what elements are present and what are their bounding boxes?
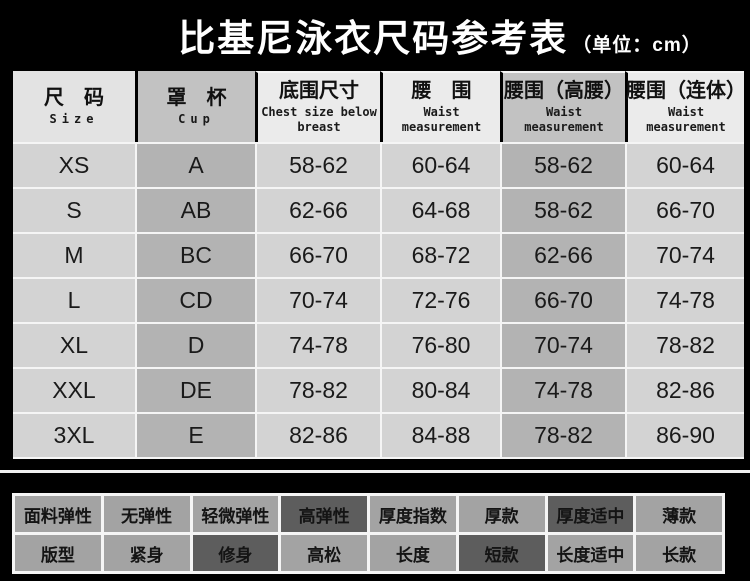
header-cup-zh: 罩 杯 [166,86,227,109]
waist-cell: 76-80 [380,322,500,367]
size-cell: XS [13,142,135,187]
underbust-cell: 70-74 [255,277,380,322]
size-cell: L [13,277,135,322]
waist-onepiece-cell: 86-90 [625,412,744,457]
waist-cell: 60-64 [380,142,500,187]
waist-cell: 68-72 [380,232,500,277]
header-cell-cup: 罩 杯 Cup [135,71,255,142]
header-underbust-en: Chest size below breast [261,105,377,134]
cup-cell: AB [135,187,255,232]
attr-option-tight: 紧身 [103,535,190,571]
waist-highwaist-cell: 58-62 [500,187,625,232]
cup-cell: BC [135,232,255,277]
attr-option-medium-thickness: 厚度适中 [547,496,634,532]
attr-row-label-elasticity: 面料弹性 [15,496,101,532]
attr-option-slight-stretch: 轻微弹性 [192,496,279,532]
size-cell: S [13,187,135,232]
page-title: 比基尼泳衣尺码参考表 [178,18,569,59]
cup-cell: E [135,412,255,457]
attr-option-thin: 薄款 [636,496,722,532]
header-waist-highwaist-en: Waist measurement [524,105,604,134]
attr-option-high-stretch: 高弹性 [281,496,367,532]
cup-cell: D [135,322,255,367]
header-cell-waist-onepiece: 腰围（连体） Waist measurement [625,71,746,142]
title-bar: 比基尼泳衣尺码参考表 （单位：cm） [0,0,750,70]
waist-onepiece-cell: 82-86 [625,367,744,412]
size-cell: XXL [13,367,135,412]
attr-row-label-thickness: 厚度指数 [370,496,456,532]
size-cell: M [13,232,135,277]
waist-highwaist-cell: 78-82 [500,412,625,457]
header-waist-zh: 腰 围 [411,80,472,102]
waist-cell: 64-68 [380,187,500,232]
header-waist-en: Waist measurement [401,105,482,134]
waist-highwaist-cell: 62-66 [500,232,625,277]
header-cell-waist: 腰 围 Waist measurement [380,71,500,142]
size-table: 尺 码 Size 罩 杯 Cup 底围尺寸 Chest size below b… [13,71,746,459]
attr-option-short: 短款 [458,535,545,571]
waist-onepiece-cell: 60-64 [625,142,744,187]
attr-option-slim: 修身 [192,535,279,571]
waist-highwaist-cell: 74-78 [500,367,625,412]
waist-highwaist-cell: 58-62 [500,142,625,187]
underbust-cell: 58-62 [255,142,380,187]
waist-highwaist-cell: 70-74 [500,322,625,367]
unit-label: （单位：cm） [572,35,702,56]
waist-highwaist-cell: 66-70 [500,277,625,322]
header-cell-waist-highwaist: 腰围（高腰） Waist measurement [500,71,625,142]
header-cup-en: Cup [178,111,215,126]
size-cell: 3XL [13,412,135,457]
cup-cell: A [135,142,255,187]
header-size-en: Size [49,111,99,126]
underbust-cell: 66-70 [255,232,380,277]
waist-cell: 72-76 [380,277,500,322]
attributes-table: 面料弹性 无弹性 轻微弹性 高弹性 厚度指数 厚款 厚度适中 薄款 版型 紧身 … [12,493,725,574]
attr-option-no-stretch: 无弹性 [103,496,190,532]
attr-row-label-length: 长度 [370,535,456,571]
cup-cell: DE [135,367,255,412]
underbust-cell: 74-78 [255,322,380,367]
divider-line [0,470,750,473]
attr-option-thick: 厚款 [458,496,545,532]
attr-option-long: 长款 [636,535,722,571]
waist-onepiece-cell: 78-82 [625,322,744,367]
attr-option-medium-length: 长度适中 [547,535,634,571]
attr-option-loose: 高松 [281,535,367,571]
underbust-cell: 78-82 [255,367,380,412]
waist-onepiece-cell: 70-74 [625,232,744,277]
underbust-cell: 62-66 [255,187,380,232]
size-cell: XL [13,322,135,367]
header-cell-underbust: 底围尺寸 Chest size below breast [255,71,380,142]
cup-cell: CD [135,277,255,322]
waist-cell: 84-88 [380,412,500,457]
header-waist-onepiece-zh: 腰围（连体） [626,80,746,102]
waist-onepiece-cell: 74-78 [625,277,744,322]
attr-row-label-fit: 版型 [15,535,101,571]
waist-onepiece-cell: 66-70 [625,187,744,232]
waist-cell: 80-84 [380,367,500,412]
underbust-cell: 82-86 [255,412,380,457]
header-waist-onepiece-en: Waist measurement [646,105,726,134]
header-size-zh: 尺 码 [44,86,104,109]
header-cell-size: 尺 码 Size [13,71,135,142]
header-underbust-zh: 底围尺寸 [279,80,359,102]
header-waist-highwaist-zh: 腰围（高腰） [504,80,624,102]
